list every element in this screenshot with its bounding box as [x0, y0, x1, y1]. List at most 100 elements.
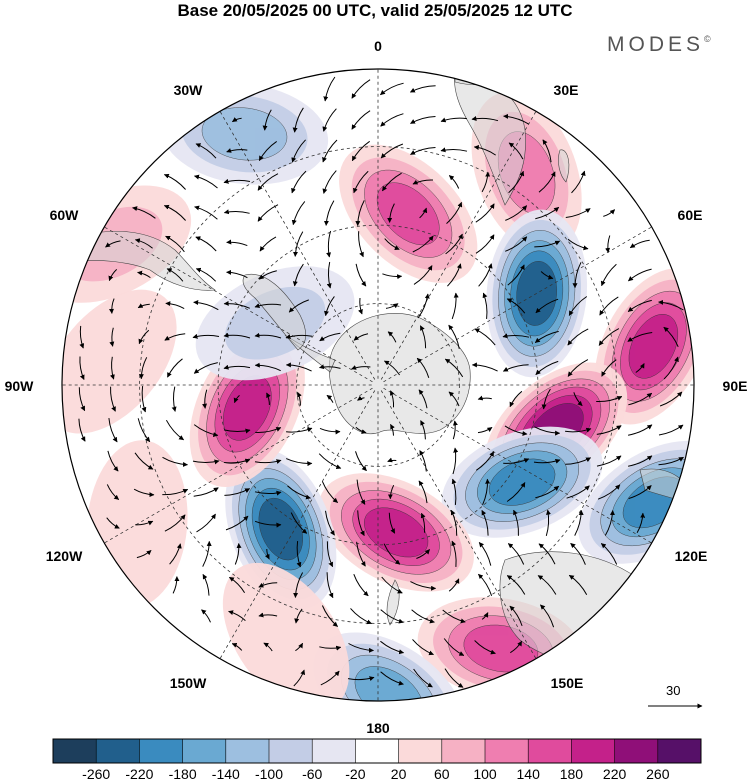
wind-arrow [566, 485, 590, 499]
wind-arrow [351, 110, 371, 130]
wind-arrow [537, 575, 557, 595]
wind-arrow [540, 271, 554, 280]
wind-arrow [502, 333, 530, 339]
wind-arrow [137, 270, 151, 279]
wind-arrow [538, 543, 556, 565]
wind-arrow [383, 360, 401, 376]
wind-arrow [202, 389, 208, 409]
wind-arrow [568, 296, 588, 316]
wind-arrow [355, 426, 367, 435]
wind-arrow [296, 541, 302, 568]
meridian-line [219, 390, 376, 659]
wind-arrow [419, 325, 427, 349]
wind-arrow [226, 269, 248, 279]
wind-arrow [448, 324, 460, 349]
wind-arrow [598, 328, 620, 346]
wind-arrow [565, 208, 591, 218]
wind-arrow [319, 332, 341, 342]
wind-arrow [573, 392, 583, 407]
wind-arrow [567, 238, 589, 251]
wind-arrow [478, 263, 493, 287]
wind-arrow [471, 116, 499, 122]
wind-arrow [171, 386, 177, 412]
wind-arrow [105, 240, 121, 248]
wind-arrow [504, 425, 528, 437]
wind-arrow [444, 668, 464, 688]
wind-arrow [628, 424, 653, 436]
wind-arrow [505, 236, 528, 252]
wind-arrow [475, 234, 495, 254]
wind-arrow [231, 117, 242, 123]
wind-arrow [358, 231, 364, 258]
wind-arrow [473, 144, 496, 156]
wind-arrow [226, 239, 248, 247]
wind-arrow [476, 451, 495, 471]
wind-arrow [450, 509, 458, 536]
wind-arrow [228, 610, 246, 621]
wind-arrow [350, 608, 372, 625]
wind-arrow [381, 172, 402, 192]
wind-arrow [319, 645, 342, 651]
wind-arrow [541, 388, 551, 410]
longitude-label: 180 [366, 720, 390, 736]
colorbar-swatch [528, 739, 572, 763]
wind-arrow [137, 418, 151, 443]
wind-arrow [448, 578, 460, 592]
wind-arrow [225, 515, 249, 531]
wind-arrow [254, 362, 281, 372]
wind-arrow [387, 457, 397, 463]
wind-arrow [262, 109, 272, 131]
wind-arrow [478, 542, 492, 566]
wind-arrow [193, 487, 219, 497]
wind-arrow [254, 490, 282, 496]
wind-arrow [322, 139, 338, 163]
wind-arrow [293, 572, 304, 598]
wind-arrow [411, 609, 435, 624]
colorbar-tick-label: 220 [602, 766, 627, 782]
wind-arrow [193, 362, 218, 374]
wind-arrow [412, 639, 434, 656]
wind-arrow [481, 171, 491, 193]
wind-arrow [109, 327, 115, 347]
colorbar-tick-label: 180 [559, 766, 584, 782]
wind-arrow [355, 200, 365, 227]
longitude-label: 90W [4, 378, 34, 394]
colorbar-swatch [53, 739, 97, 763]
wind-vectors [78, 76, 684, 688]
wind-arrow [193, 424, 219, 437]
land-shape [558, 149, 570, 183]
wind-arrow [628, 485, 652, 499]
wind-arrow [290, 512, 308, 534]
wind-arrow [355, 263, 367, 287]
longitude-label: 60E [677, 207, 703, 223]
wind-arrow [507, 264, 525, 286]
wind-arrow [254, 520, 282, 528]
wind-arrow [259, 236, 277, 252]
colorbar-tick-label: 100 [473, 766, 497, 782]
wind-arrow [196, 513, 216, 533]
wind-arrow [627, 299, 652, 312]
wind-arrow [353, 574, 369, 597]
wind-arrow [318, 453, 342, 470]
wind-arrow [258, 270, 277, 280]
colorbar-swatch [269, 739, 313, 763]
wind-arrow [291, 139, 306, 163]
wind-arrow [356, 541, 366, 567]
wind-arrow [294, 608, 303, 624]
wind-arrow [658, 299, 684, 311]
wind-arrow [110, 386, 116, 412]
wind-arrow [506, 482, 526, 502]
wind-arrow [474, 640, 496, 655]
wind-arrow [138, 329, 150, 345]
colorbar-swatch [657, 739, 702, 763]
wind-arrow [357, 395, 365, 401]
colorbar-tick-label: -100 [254, 766, 284, 782]
wind-arrow [165, 235, 185, 253]
wind-arrow [194, 205, 218, 220]
wind-arrow [297, 391, 302, 406]
wind-arrow [627, 332, 653, 342]
wind-arrow [78, 387, 86, 412]
wind-arrow [418, 389, 428, 409]
wind-arrow [165, 301, 185, 310]
wind-arrow [323, 200, 335, 226]
